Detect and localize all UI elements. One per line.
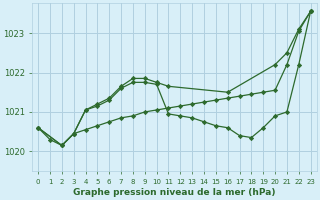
X-axis label: Graphe pression niveau de la mer (hPa): Graphe pression niveau de la mer (hPa) [73,188,276,197]
